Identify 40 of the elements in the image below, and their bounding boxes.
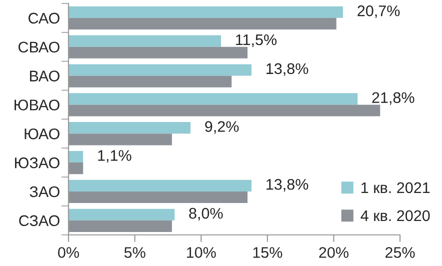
bar [68,76,232,88]
x-tick-label: 5% [124,247,146,258]
legend-label: 4 кв. 2020 [360,210,430,222]
bar [68,93,358,105]
y-tick-label: ВАО [30,70,60,82]
bar [68,6,343,18]
bar [68,220,172,232]
bar [68,104,380,116]
data-label: 8,0% [189,208,223,221]
data-label: 9,2% [205,121,239,134]
x-tick-label: 15% [253,247,282,258]
y-tick-label: ЮВАО [14,100,60,110]
y-tick-label: СВАО [18,42,60,53]
data-label: 1,1% [98,150,132,163]
x-tick-label: 25% [385,247,415,258]
bar [68,150,84,163]
bar [68,180,252,192]
legend-label: 1 кв. 2021 [362,182,430,194]
y-tick-label: САО [28,12,60,24]
bar [68,64,252,76]
bar [68,162,84,174]
y-tick-label: ЗАО [30,186,60,198]
data-label: 13,8% [266,178,308,192]
bar [68,134,172,146]
y-tick-label: ЮАО [24,128,60,140]
bar [68,208,175,220]
x-tick-label: 10% [186,247,216,258]
y-tick-label: ЮЗАО [15,157,60,168]
data-label: 21,8% [372,92,414,105]
x-tick-label: 0% [58,247,80,258]
data-label: 13,8% [266,63,308,76]
y-tick-label: СЗАО [19,215,60,226]
data-label: 11,5% [236,34,277,47]
bar [68,18,336,30]
bar [68,35,221,47]
bar [68,46,248,58]
bar [68,191,248,204]
x-tick-label: 20% [319,247,348,258]
data-label: 20,7% [358,5,400,18]
bar [68,122,190,134]
